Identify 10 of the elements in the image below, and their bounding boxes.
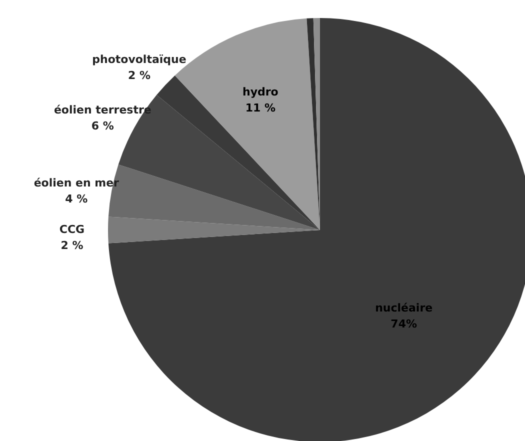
data-label: 4 %: [65, 192, 88, 206]
slice-label: CCG: [59, 223, 85, 236]
data-label: 6 %: [91, 120, 114, 133]
data-label: 74%: [390, 318, 418, 331]
data-label: 2 %: [60, 239, 84, 252]
slice-label: hydro: [242, 85, 279, 98]
data-label: 11 %: [245, 101, 276, 114]
data-label: 2 %: [128, 69, 150, 82]
slice-label: photovoltaïque: [92, 53, 186, 66]
slice-label: nucléaire: [375, 302, 433, 315]
